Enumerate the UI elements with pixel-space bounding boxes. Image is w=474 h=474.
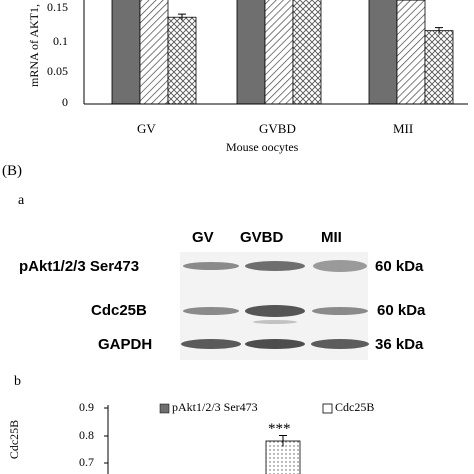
legend-label-pakt: pAkt1/2/3 Ser473	[172, 400, 258, 414]
panel-label-a: a	[18, 193, 25, 208]
legend-swatch-cdc25b	[322, 403, 333, 414]
band-pakt-gv	[183, 262, 239, 270]
blot-kda-label: 60 kDa	[377, 302, 426, 319]
blot-lane-gv: GV	[192, 229, 214, 246]
blot-lane-gvbd: GVBD	[240, 229, 284, 246]
band-cdc25b-gvbd	[245, 305, 305, 317]
chart-b-ylabel: Cdc25B	[7, 419, 22, 460]
blot-row-label: pAkt1/2/3 Ser473	[19, 258, 140, 275]
band-gapdh-mii	[311, 339, 369, 349]
chart-a-xtick: GV	[137, 121, 156, 136]
band-gapdh-gvbd	[245, 339, 305, 349]
chart-a-error-bar	[178, 13, 186, 21]
panel-label-b-lower: b	[14, 374, 21, 389]
chart-a-xtick: MII	[393, 121, 414, 136]
chart-a-ytick: 0.05	[47, 64, 68, 78]
band-cdc25b-faint	[253, 320, 297, 324]
chart-a-xlabel: Mouse oocytes	[226, 140, 299, 154]
chart-a-xtick: GVBD	[259, 121, 296, 136]
band-cdc25b-mii	[312, 307, 368, 315]
legend-swatch-pakt	[159, 403, 170, 414]
blot-row-label: GAPDH	[98, 336, 153, 353]
band-pakt-gvbd	[245, 261, 305, 271]
chart-a-ytick: 0	[62, 95, 68, 109]
blot-row-label: Cdc25B	[91, 302, 147, 319]
chart-a-ytick: 0.15	[47, 0, 68, 14]
chart-a-bar	[139, 0, 169, 105]
band-cdc25b-gv	[183, 307, 239, 315]
blot-kda-label: 60 kDa	[375, 258, 424, 275]
chart-a-error-bar	[435, 27, 443, 34]
chart-a-ytick: 0.1	[53, 34, 68, 48]
band-gapdh-gv	[181, 339, 241, 349]
legend-label-cdc25b: Cdc25B	[335, 400, 375, 414]
blot-kda-label: 36 kDa	[375, 336, 424, 353]
chart-a-bar	[167, 16, 197, 105]
band-pakt-mii	[313, 260, 367, 272]
chart-b-ytick: 0.8	[79, 428, 94, 442]
chart-a-bar	[396, 0, 426, 105]
chart-b-ytick: 0.7	[79, 455, 94, 469]
chart-a-bar	[111, 0, 141, 105]
significance-annotation: ***	[268, 421, 291, 437]
chart-b-error-bar	[279, 435, 287, 447]
chart-b-ytick: 0.9	[79, 400, 94, 414]
blot-lane-mii: MII	[321, 229, 342, 246]
panel-label-b: (B)	[2, 163, 22, 179]
